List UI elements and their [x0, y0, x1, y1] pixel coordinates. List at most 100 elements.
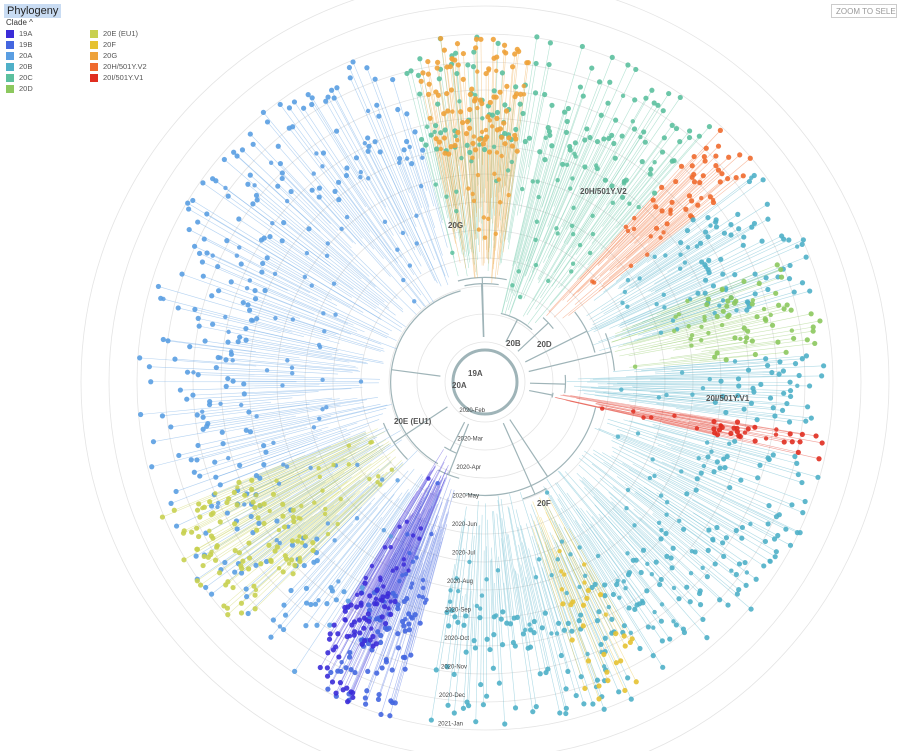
tip-node [471, 49, 477, 55]
branch [691, 499, 766, 542]
clade-stem [529, 382, 566, 385]
branch [198, 318, 365, 356]
tip-node [799, 241, 805, 247]
branch [503, 138, 517, 233]
tip-node [669, 122, 675, 129]
branch [404, 541, 441, 670]
tip-node [557, 548, 562, 554]
branch [600, 232, 725, 311]
tip-node [789, 502, 795, 508]
branch [346, 479, 433, 637]
legend-item[interactable]: 20F [90, 40, 116, 50]
tip-node [483, 127, 489, 133]
legend-item[interactable]: 20B [6, 62, 32, 72]
zoom-to-selected-button[interactable]: ZOOM TO SELE [831, 4, 897, 18]
branch [327, 96, 422, 267]
tip-node [470, 191, 475, 197]
legend-item[interactable]: 19B [6, 40, 32, 50]
tip-node [810, 324, 816, 330]
branch [470, 94, 477, 217]
branch [251, 431, 367, 481]
branch [199, 253, 388, 339]
tip-node [526, 135, 533, 141]
branch [196, 435, 287, 461]
tip-node [737, 152, 743, 158]
tip-node [189, 529, 195, 535]
legend-item[interactable]: 20I/501Y.V1 [90, 73, 143, 83]
tip-node [660, 664, 666, 670]
tip-node [673, 178, 679, 185]
tip-node [543, 669, 549, 676]
legend-item[interactable]: 20A [6, 51, 32, 61]
tip-node [727, 441, 732, 446]
branch [635, 375, 800, 380]
tip-node [333, 597, 339, 603]
tip-node [355, 462, 360, 468]
branch [570, 595, 605, 681]
legend-item[interactable]: 20D [6, 84, 33, 94]
tip-node [195, 442, 201, 449]
branch [657, 445, 721, 469]
tip-node [159, 413, 166, 419]
tip-node [687, 599, 693, 605]
tip-node [351, 629, 358, 635]
tip-node [549, 143, 555, 149]
branch [292, 461, 392, 546]
clade-legend-toggle[interactable]: Clade ^ [6, 18, 33, 27]
branch [149, 366, 295, 374]
branch [650, 313, 812, 348]
branch [448, 153, 462, 236]
tip-node [344, 165, 350, 171]
tip-node [324, 405, 329, 410]
tip-node [596, 609, 602, 615]
tip-node [795, 449, 801, 455]
branch [419, 94, 449, 219]
tip-node [357, 630, 363, 636]
tip-node [210, 510, 216, 516]
branch [607, 383, 810, 387]
branch [311, 97, 369, 191]
tip-node [489, 112, 496, 118]
tip-node [743, 339, 748, 345]
tip-node [203, 584, 209, 591]
legend-item[interactable]: 20H/501Y.V2 [90, 62, 147, 72]
branch [566, 492, 662, 622]
tip-node [542, 610, 548, 616]
tip-node [628, 630, 634, 635]
tip-node [559, 587, 565, 592]
tip-node [705, 296, 711, 302]
tip-node [453, 133, 458, 139]
tip-node [817, 318, 823, 324]
tip-node [786, 237, 792, 243]
tip-node [146, 364, 152, 370]
legend-item[interactable]: 20C [6, 73, 33, 83]
branch [509, 493, 549, 670]
tip-node [422, 600, 428, 605]
tip-node [569, 223, 575, 229]
branch [353, 506, 422, 636]
tip-node [205, 420, 211, 427]
tip-node [787, 388, 794, 394]
tip-node [418, 526, 424, 531]
tip-node [217, 482, 223, 488]
tip-node [284, 198, 290, 204]
tip-node [253, 192, 260, 199]
branch [653, 300, 728, 327]
branch [572, 177, 693, 296]
tip-node [606, 604, 612, 610]
tip-node [197, 514, 203, 520]
tip-node [404, 156, 410, 161]
tip-node [210, 253, 215, 258]
tip-node [659, 208, 665, 214]
branch [410, 70, 442, 199]
tip-node [496, 680, 502, 686]
branch [548, 497, 625, 637]
branch [717, 468, 806, 502]
legend-item[interactable]: 20G [90, 51, 117, 61]
legend-item[interactable]: 19A [6, 29, 32, 39]
branch [294, 475, 424, 672]
tip-node [266, 542, 272, 548]
branch [194, 246, 397, 341]
legend-item[interactable]: 20E (EU1) [90, 29, 138, 39]
